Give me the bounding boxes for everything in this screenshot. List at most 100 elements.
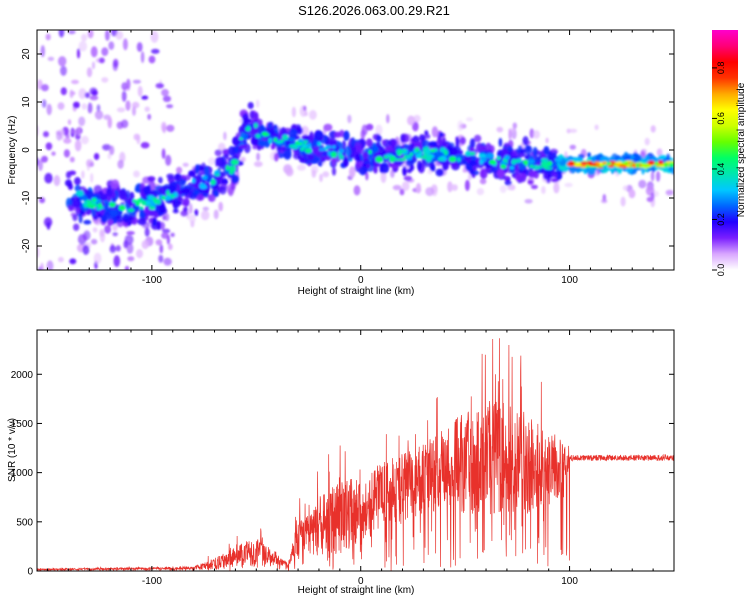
spectrogram-cell	[99, 230, 106, 243]
spectrogram-cell	[101, 77, 109, 83]
spectrogram-cell	[658, 160, 664, 165]
spectrogram-cell	[133, 170, 140, 178]
spectrogram-cell	[123, 214, 130, 224]
spectrogram-cell	[662, 166, 668, 173]
spectrogram-cell	[465, 151, 471, 157]
spectrogram-cell	[77, 125, 81, 136]
spectrogram-cell	[512, 159, 520, 164]
spectrogram-cell	[365, 172, 369, 181]
spectrogram-cell	[403, 175, 413, 181]
spectrogram-cell	[544, 167, 553, 170]
spectrogram-cell	[90, 238, 98, 245]
spectrogram-cell	[140, 51, 145, 64]
spectrogram-cell	[112, 61, 118, 72]
spectrogram-heatmap	[37, 30, 674, 270]
spectrogram-cell	[152, 217, 158, 227]
spectrogram-cell	[63, 138, 72, 144]
spectrogram-cell	[105, 30, 110, 41]
snr-x-label: Height of straight line (km)	[298, 585, 415, 596]
spectrogram-cell	[280, 139, 284, 143]
spectrogram-cell	[524, 159, 529, 166]
spectrogram-cell	[200, 210, 210, 221]
y-tick-label: 0	[27, 567, 33, 578]
colorbar	[712, 30, 738, 270]
spectrogram-cell	[41, 84, 49, 92]
spectrogram-cell	[239, 118, 244, 123]
spectrogram-cell	[375, 124, 383, 136]
spectrogram-cell	[146, 200, 150, 205]
spectrogram-cell	[394, 158, 400, 161]
spectrogram-cell	[166, 173, 175, 179]
spectrogram-cell	[541, 186, 546, 194]
spectrogram-cell	[210, 179, 216, 186]
spectrogram-cell	[401, 133, 409, 143]
spectrogram-cell	[125, 100, 131, 111]
spectrogram-cell	[339, 129, 345, 138]
y-tick-label: 0	[21, 147, 32, 153]
spectrogram-cell	[106, 188, 113, 197]
spectrogram-cell	[156, 198, 161, 205]
spectrogram-cell	[344, 146, 351, 157]
spectrogram-cell	[126, 243, 134, 254]
spectrogram-cell	[212, 184, 220, 192]
spectrogram-cell	[498, 137, 503, 147]
spectrogram-cell	[299, 157, 309, 164]
spectrogram-cell	[101, 47, 109, 56]
spectrogram-cell	[610, 167, 616, 173]
spectrogram-cell	[161, 232, 169, 239]
spectrogram-cell	[97, 202, 102, 209]
spectrogram-cell	[194, 209, 199, 217]
spectrogram-cell	[92, 198, 97, 202]
spectrogram-cell	[413, 114, 421, 123]
spectrogram-cell	[301, 143, 308, 149]
spectrogram-cell	[396, 149, 404, 155]
spectrogram-cell	[568, 161, 575, 166]
spectrogram-cell	[263, 140, 271, 148]
spectrogram-cell	[515, 164, 519, 175]
spectrogram-cell	[109, 145, 115, 156]
spectrogram-cell	[343, 156, 349, 168]
spectrogram-x-label: Height of straight line (km)	[298, 286, 415, 297]
spectrogram-cell	[371, 146, 379, 153]
spectrogram-blobs	[37, 30, 674, 270]
spectrogram-cell	[568, 128, 578, 133]
spectrogram-cell	[216, 156, 224, 167]
spectrogram-cell	[669, 166, 673, 172]
spectrogram-cell	[355, 159, 363, 169]
spectrogram-cell	[469, 151, 476, 156]
spectrogram-cell	[518, 163, 526, 171]
spectrogram-cell	[350, 137, 356, 148]
spectrogram-cell	[298, 138, 304, 143]
spectrogram-cell	[406, 154, 411, 159]
spectrogram-cell	[366, 163, 371, 169]
spectrogram-cell	[622, 185, 629, 191]
spectrogram-cell	[188, 214, 196, 224]
spectrogram-cell	[137, 85, 143, 97]
spectrogram-cell	[355, 153, 362, 162]
spectrogram-cell	[120, 119, 129, 129]
spectrogram-cell	[256, 152, 260, 161]
spectrogram-cell	[97, 212, 102, 219]
spectrogram-cell	[476, 188, 485, 196]
spectrogram-cell	[273, 124, 278, 129]
spectrogram-cell	[140, 142, 150, 149]
spectrogram-cell	[38, 159, 43, 172]
spectrogram-cell	[112, 232, 118, 237]
spectrogram-cell	[199, 184, 208, 190]
spectrogram-cell	[74, 139, 82, 152]
spectrogram-cell	[282, 134, 289, 141]
spectrogram-cell	[386, 114, 390, 124]
spectrogram-cell	[658, 154, 667, 160]
spectrogram-cell	[46, 221, 51, 230]
spectrogram-cell	[39, 197, 46, 204]
spectrogram-cell	[139, 208, 144, 217]
spectrogram-cell	[158, 176, 163, 184]
spectrogram-cell	[547, 160, 553, 167]
spectrogram-cell	[424, 130, 429, 136]
y-tick-label: -20	[21, 238, 32, 253]
spectrogram-cell	[309, 131, 314, 142]
spectrogram-cell	[83, 203, 88, 208]
spectrogram-cell	[82, 244, 90, 255]
spectrogram-cell	[182, 201, 188, 206]
